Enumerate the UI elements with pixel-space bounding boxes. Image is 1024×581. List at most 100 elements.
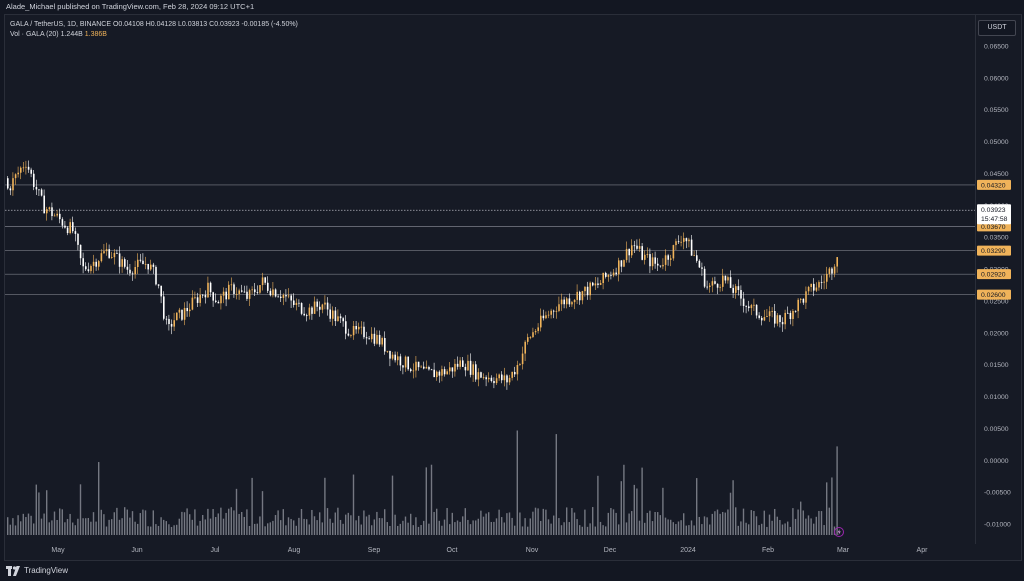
chart-panel[interactable] [4, 14, 1022, 561]
candle-body [269, 290, 272, 296]
candle-body [662, 264, 664, 267]
candle-body [368, 338, 370, 340]
x-tick-label: Dec [604, 547, 617, 554]
candle-body [774, 311, 776, 324]
volume-bar [59, 508, 61, 535]
candle-body [784, 312, 786, 325]
volume-value-1: 1.244B [60, 31, 83, 38]
volume-bar [56, 519, 58, 535]
volume-bar [722, 511, 724, 535]
volume-bar [196, 525, 199, 535]
tradingview-logo[interactable]: TradingView [6, 561, 68, 581]
candle-body [69, 222, 71, 234]
candle-body [425, 366, 428, 369]
volume-bar [53, 511, 56, 535]
volume-bar [256, 523, 258, 535]
candle-body [472, 364, 474, 375]
candle-body [280, 296, 282, 298]
volume-bar [462, 516, 464, 535]
level-label: 0.03290 [981, 248, 1006, 255]
symbol-title[interactable]: GALA / TetherUS, 1D, BINANCE [10, 21, 112, 28]
volume-bar [519, 512, 521, 535]
y-tick-label: -0.00500 [984, 490, 1011, 497]
volume-bar [620, 481, 622, 535]
candle-body [82, 258, 84, 267]
volume-bar [272, 520, 274, 535]
candle-body [420, 366, 422, 368]
volume-bar [173, 525, 175, 535]
volume-bar [534, 507, 537, 535]
volume-title[interactable]: Vol · GALA (20) [10, 31, 59, 38]
candle-body [313, 301, 316, 314]
volume-bar [248, 525, 251, 535]
x-tick-label: Sep [368, 547, 381, 554]
candle-body [261, 277, 264, 286]
candle-body [347, 333, 350, 336]
candle-body [20, 167, 22, 173]
volume-bar [566, 507, 568, 535]
candle-body [815, 287, 818, 291]
candle-body [693, 255, 695, 257]
volume-bar [243, 516, 245, 535]
volume-bar [246, 509, 248, 535]
volume-bar [732, 480, 734, 535]
candle-body [714, 281, 716, 284]
candle-body [571, 302, 573, 305]
candle-body [664, 255, 667, 265]
candle-body [469, 360, 472, 375]
volume-bar [815, 516, 817, 535]
candle-body [139, 259, 142, 261]
candle-body [282, 294, 285, 298]
volume-bar [553, 515, 555, 535]
candle-body [243, 291, 246, 293]
volume-bar [251, 477, 253, 535]
volume-bar [438, 520, 440, 535]
candle-body [194, 297, 196, 299]
candle-body [131, 273, 134, 275]
volume-bar [238, 513, 240, 535]
candle-body [719, 286, 721, 288]
candle-body [503, 375, 506, 381]
volume-bar [319, 512, 321, 535]
candle-body [407, 356, 409, 370]
volume-bar [215, 517, 217, 535]
candle-body [514, 372, 516, 375]
tradingview-icon [6, 566, 20, 576]
candle-body [165, 318, 168, 320]
candle-body [300, 303, 303, 314]
candle-body [563, 299, 565, 305]
candle-body [293, 300, 295, 305]
candle-body [792, 310, 794, 319]
y-tick-label: 0.02000 [984, 330, 1009, 337]
volume-bar [306, 519, 308, 535]
candle-body [137, 259, 139, 268]
volume-bar [147, 526, 149, 535]
level-label: 0.04320 [981, 182, 1006, 189]
volume-bar [339, 519, 342, 535]
volume-bar [488, 512, 490, 535]
candle-body [298, 302, 300, 304]
currency-selector[interactable]: USDT [978, 20, 1016, 36]
volume-bar [391, 475, 394, 535]
candle-body [404, 356, 407, 368]
candle-body [508, 377, 511, 383]
y-tick-label: 0.05000 [984, 139, 1009, 146]
volume-bar [261, 491, 264, 535]
volume-bar [436, 508, 438, 535]
y-tick-label: 0.05500 [984, 107, 1009, 114]
x-tick-label: Aug [288, 547, 301, 554]
candle-body [241, 290, 243, 292]
candle-body [157, 284, 160, 286]
candle-body [748, 306, 750, 309]
candle-body [651, 257, 654, 267]
volume-bar [685, 525, 687, 535]
candle-body [527, 337, 529, 342]
volume-bar [657, 512, 659, 535]
event-icon [834, 527, 844, 537]
volume-bar [139, 513, 141, 535]
candle-body [623, 260, 625, 267]
candle-body [150, 264, 152, 270]
volume-bar [373, 519, 375, 535]
candle-body [495, 378, 498, 384]
